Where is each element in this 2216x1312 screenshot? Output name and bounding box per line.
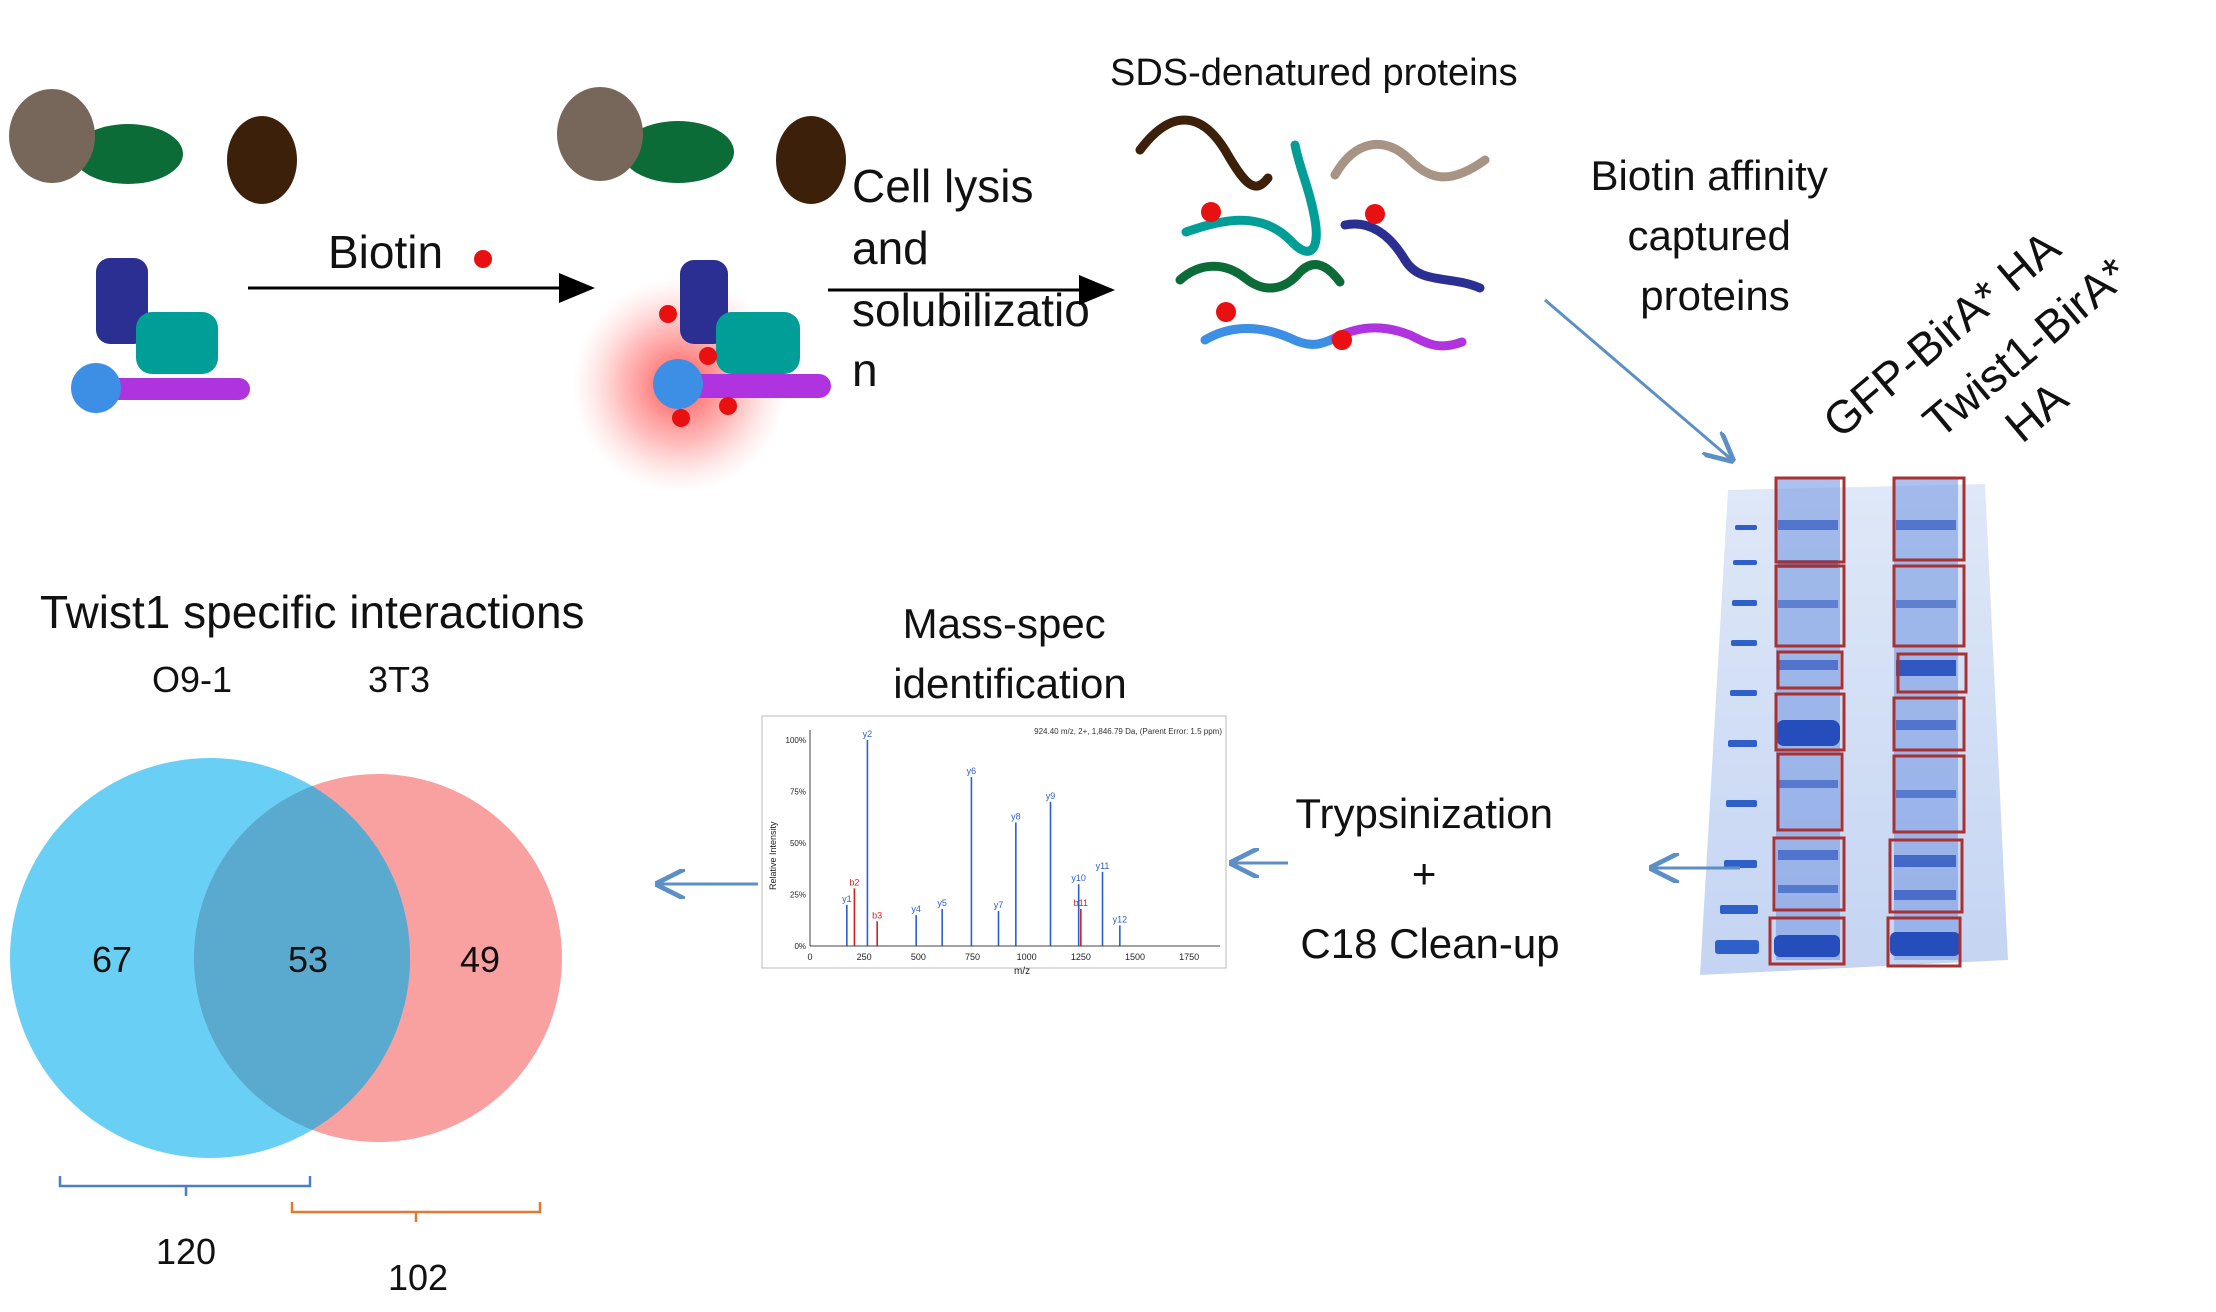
biotin-dot bbox=[474, 250, 492, 268]
venn-diagram: Twist1 specific interactions O9-1 3T3 67… bbox=[10, 586, 585, 1298]
spectrum-x-tick: 0 bbox=[807, 952, 812, 962]
lysis-label: Cell lysis and solubilizatio n bbox=[852, 160, 1103, 396]
gel-lane-2 bbox=[1894, 478, 1958, 960]
venn-total-b: 102 bbox=[388, 1257, 448, 1298]
gel: GFP-BirA* HA Twist1-BirA* HA bbox=[1700, 220, 2138, 975]
spectrum-x-tick: 1000 bbox=[1017, 952, 1037, 962]
spectrum-x-tick: 1250 bbox=[1071, 952, 1091, 962]
spectrum-peak-label: y8 bbox=[1011, 811, 1021, 821]
gel-ladder bbox=[1715, 525, 1759, 954]
cell-brown bbox=[227, 116, 297, 204]
spectrum-x-tick: 1500 bbox=[1125, 952, 1145, 962]
spectrum-xlabel: m/z bbox=[1014, 966, 1030, 977]
venn-set-a-label: O9-1 bbox=[152, 659, 232, 700]
spectrum-y-tick: 25% bbox=[790, 891, 806, 900]
protein-teal-2 bbox=[716, 312, 800, 374]
protein-navy-2 bbox=[680, 260, 728, 344]
biotin-mark bbox=[1216, 302, 1236, 322]
biotin-mark bbox=[1332, 330, 1352, 350]
strand-brown bbox=[1135, 115, 1273, 191]
biotin-mark bbox=[699, 347, 717, 365]
strand-purple bbox=[1330, 323, 1467, 351]
cell-grey-2 bbox=[557, 87, 643, 181]
spectrum-ylabel: Relative Intensity bbox=[768, 821, 778, 890]
biotin-mark bbox=[719, 397, 737, 415]
spectrum-y-ticks: 100% 75% 50% 25% 0% bbox=[786, 736, 806, 951]
protein-blue-2 bbox=[653, 359, 703, 409]
protein-blue bbox=[71, 363, 121, 413]
mass-spectrum: 924.40 m/z, 2+, 1,846.79 Da, (Parent Err… bbox=[761, 715, 1227, 977]
biotin-mark bbox=[672, 409, 690, 427]
protein-teal bbox=[136, 312, 218, 374]
spectrum-peak-label: y11 bbox=[1096, 861, 1110, 871]
strand-taupe bbox=[1330, 140, 1490, 182]
spectrum-peak-label: y1 bbox=[842, 894, 852, 904]
spectrum-peak-label: y4 bbox=[911, 904, 921, 914]
gel-lane-1 bbox=[1776, 478, 1840, 960]
gel-bands bbox=[1774, 520, 1960, 957]
sds-label: SDS-denatured proteins bbox=[1110, 52, 1518, 94]
venn-bracket-b bbox=[290, 1202, 542, 1222]
affinity-label: Biotin affinity captured proteins bbox=[1590, 152, 1839, 319]
spectrum-header: 924.40 m/z, 2+, 1,846.79 Da, (Parent Err… bbox=[1034, 727, 1222, 736]
venn-title: Twist1 specific interactions bbox=[40, 586, 585, 638]
biotin-label: Biotin bbox=[328, 226, 443, 278]
cell-brown-2 bbox=[776, 116, 846, 204]
biotin-mark bbox=[1201, 202, 1221, 222]
gel-excision-boxes bbox=[1768, 476, 1968, 968]
protein-purple-bar-2 bbox=[665, 374, 831, 398]
venn-only-b: 49 bbox=[460, 939, 500, 980]
venn-both: 53 bbox=[288, 939, 328, 980]
venn-set-b-label: 3T3 bbox=[368, 659, 430, 700]
spectrum-peak-label: y10 bbox=[1071, 873, 1086, 883]
biotin-mark bbox=[1365, 204, 1385, 224]
spectrum-peak-label: y7 bbox=[994, 900, 1004, 910]
venn-only-a: 67 bbox=[92, 939, 132, 980]
spectrum-y-tick: 75% bbox=[790, 788, 806, 797]
massspec-label: Mass-spec identification bbox=[893, 600, 1126, 707]
venn-overlap bbox=[193, 786, 410, 1130]
biotin-step: Biotin bbox=[248, 226, 595, 303]
strand-teal bbox=[1181, 140, 1321, 256]
spectrum-peak-label: b2 bbox=[849, 877, 859, 887]
spectrum-y-tick: 50% bbox=[790, 839, 806, 848]
cell-grey bbox=[9, 89, 95, 183]
tryps-step: Trypsinization + C18 Clean-up bbox=[1295, 790, 1564, 967]
protein-purple-bar bbox=[84, 378, 250, 400]
spectrum-peak-label: b3 bbox=[872, 910, 882, 920]
spectrum-x-tick: 500 bbox=[911, 952, 926, 962]
spectrum-x-tick: 250 bbox=[857, 952, 872, 962]
spectrum-peak-label: y5 bbox=[937, 898, 947, 908]
spectrum-peak-label: b11 bbox=[1074, 898, 1088, 908]
venn-total-a: 120 bbox=[156, 1231, 216, 1272]
massspec-step: Mass-spec identification bbox=[893, 600, 1126, 707]
spectrum-x-tick: 1750 bbox=[1179, 952, 1199, 962]
spectrum-peak-label: y2 bbox=[863, 729, 873, 739]
tryps-label: Trypsinization + C18 Clean-up bbox=[1295, 790, 1564, 967]
lysis-step: Cell lysis and solubilizatio n bbox=[828, 160, 1115, 396]
stage-denatured: SDS-denatured proteins bbox=[1110, 52, 1518, 351]
spectrum-y-tick: 0% bbox=[794, 942, 806, 951]
affinity-arrow bbox=[1544, 298, 1732, 460]
spectrum-x-tick: 750 bbox=[965, 952, 980, 962]
affinity-step: Biotin affinity captured proteins bbox=[1544, 152, 1839, 460]
spectrum-peak-label: y12 bbox=[1113, 914, 1128, 924]
protein-navy bbox=[96, 258, 148, 344]
strand-blue-purple bbox=[1200, 324, 1340, 349]
spectrum-y-tick: 100% bbox=[786, 736, 806, 745]
biotin-mark bbox=[659, 305, 677, 323]
spectrum-peak-label: y9 bbox=[1046, 791, 1056, 801]
stage-biotinylated bbox=[557, 87, 846, 493]
spectrum-peak-label: y6 bbox=[967, 766, 977, 776]
cell-green-2 bbox=[622, 121, 734, 183]
spectrum-frame bbox=[761, 715, 1227, 969]
spectrum-peaks: y1 b2 y2 b3 y4 y5 y6 y7 y8 y9 y10 b11 y11 y12 bbox=[842, 729, 1127, 946]
strand-green bbox=[1175, 260, 1345, 293]
venn-bracket-a bbox=[58, 1176, 312, 1196]
cell-green bbox=[73, 124, 183, 184]
strand-navy bbox=[1340, 219, 1485, 293]
spectrum-x-ticks: 0 250 500 750 1000 1250 1500 1750 bbox=[807, 952, 1199, 962]
stage-untreated bbox=[9, 89, 297, 413]
